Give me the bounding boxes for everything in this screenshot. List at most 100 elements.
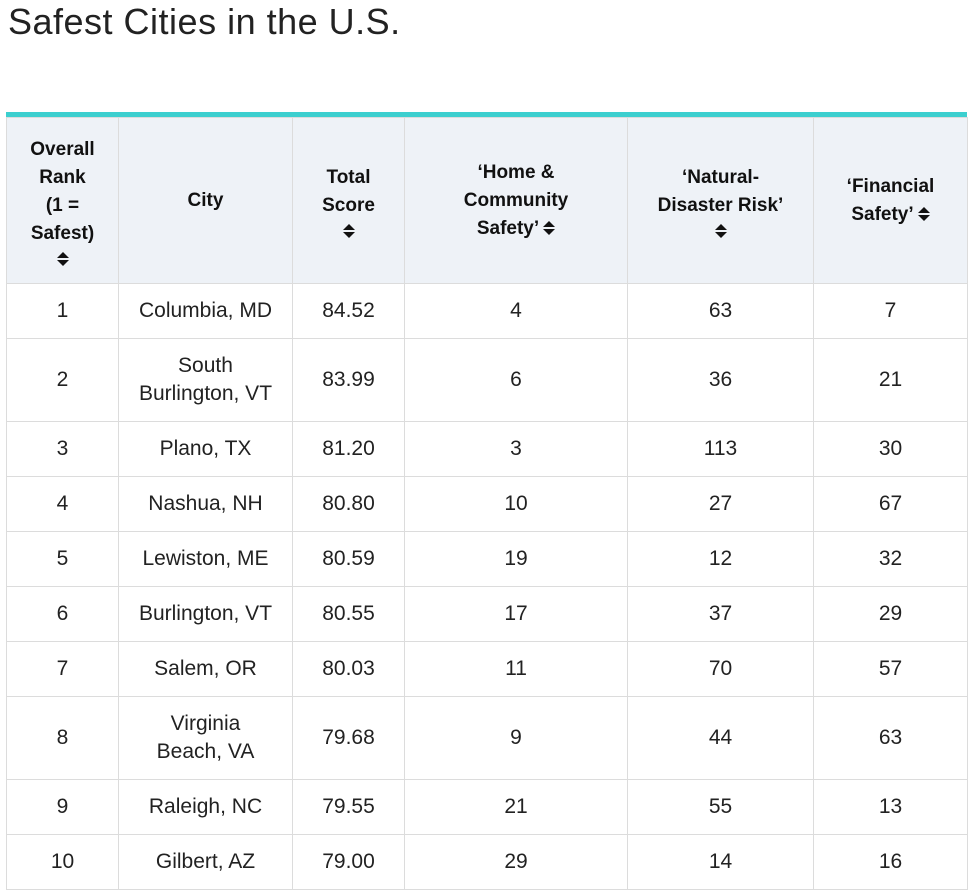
sort-up-down-icon[interactable]: [714, 223, 727, 238]
cell-natural-disaster-risk: 44: [627, 696, 814, 780]
table-row: 3 Plano, TX 81.20 3 113 30: [6, 421, 968, 477]
cell-home-community-safety: 17: [404, 586, 628, 642]
cell-home-community-safety: 9: [404, 696, 628, 780]
cell-rank: 1: [6, 283, 119, 339]
header-natural-disaster-risk[interactable]: ‘Natural- Disaster Risk’: [627, 117, 814, 284]
cell-city: Virginia Beach, VA: [118, 696, 293, 780]
cell-financial-safety: 57: [813, 641, 968, 697]
cell-rank: 9: [6, 779, 119, 835]
text-line: ‘Financial: [846, 175, 935, 197]
table-row: 2 South Burlington, VT 83.99 6 36 21: [6, 338, 968, 422]
table-row: 7 Salem, OR 80.03 11 70 57: [6, 641, 968, 697]
cell-total-score: 80.59: [292, 531, 405, 587]
cell-city: Plano, TX: [118, 421, 293, 477]
cell-financial-safety: 13: [813, 779, 968, 835]
cell-natural-disaster-risk: 14: [627, 834, 814, 890]
cell-total-score: 80.80: [292, 476, 405, 532]
sort-up-down-icon[interactable]: [56, 251, 69, 266]
cell-home-community-safety: 6: [404, 338, 628, 422]
text-line: Safest): [30, 222, 95, 244]
sort-up-down-icon[interactable]: [917, 207, 930, 222]
table-row: 5 Lewiston, ME 80.59 19 12 32: [6, 531, 968, 587]
cell-natural-disaster-risk: 55: [627, 779, 814, 835]
cell-financial-safety: 21: [813, 338, 968, 422]
cell-natural-disaster-risk: 27: [627, 476, 814, 532]
text-line: Safety’: [476, 217, 540, 239]
text-line: ‘Home &: [477, 161, 555, 183]
cell-home-community-safety: 19: [404, 531, 628, 587]
cell-rank: 5: [6, 531, 119, 587]
text-line: Beach, VA: [156, 740, 255, 763]
text-line: ‘Natural-: [681, 166, 760, 188]
cell-city: Salem, OR: [118, 641, 293, 697]
cell-total-score: 81.20: [292, 421, 405, 477]
text-line: Total: [326, 166, 371, 188]
cell-total-score: 84.52: [292, 283, 405, 339]
cell-home-community-safety: 4: [404, 283, 628, 339]
table-row: 6 Burlington, VT 80.55 17 37 29: [6, 586, 968, 642]
text-line: Rank: [39, 166, 86, 188]
text-line: Columbia, MD: [138, 299, 273, 322]
cell-natural-disaster-risk: 63: [627, 283, 814, 339]
cell-total-score: 79.68: [292, 696, 405, 780]
page-title: Safest Cities in the U.S.: [8, 1, 401, 42]
cell-natural-disaster-risk: 12: [627, 531, 814, 587]
text-line: Lewiston, ME: [142, 547, 269, 570]
table-accent-bar: [6, 112, 967, 117]
cell-financial-safety: 32: [813, 531, 968, 587]
cell-total-score: 80.03: [292, 641, 405, 697]
text-line: Virginia: [170, 712, 241, 735]
text-line: Score: [322, 194, 375, 216]
table-row: 8 Virginia Beach, VA 79.68 9 44 63: [6, 696, 968, 780]
cell-city: Gilbert, AZ: [118, 834, 293, 890]
cell-total-score: 83.99: [292, 338, 405, 422]
cell-home-community-safety: 29: [404, 834, 628, 890]
cell-city: Raleigh, NC: [118, 779, 293, 835]
table-row: 4 Nashua, NH 80.80 10 27 67: [6, 476, 968, 532]
table-row: 9 Raleigh, NC 79.55 21 55 13: [6, 779, 968, 835]
text-line: South: [178, 354, 233, 377]
text-line: Community: [463, 189, 569, 211]
text-line: Burlington, VT: [138, 602, 273, 625]
cell-financial-safety: 16: [813, 834, 968, 890]
header-overall-rank[interactable]: Overall Rank (1 = Safest): [6, 117, 119, 284]
header-financial-safety[interactable]: ‘Financial Safety’: [813, 117, 968, 284]
cell-rank: 8: [6, 696, 119, 780]
text-line: Gilbert, AZ: [155, 850, 256, 873]
table-row: 10 Gilbert, AZ 79.00 29 14 16: [6, 834, 968, 890]
header-total-score[interactable]: Total Score: [292, 117, 405, 284]
cell-home-community-safety: 3: [404, 421, 628, 477]
cell-rank: 7: [6, 641, 119, 697]
text-line: Burlington, VT: [138, 382, 273, 405]
cell-financial-safety: 30: [813, 421, 968, 477]
table-row: 1 Columbia, MD 84.52 4 63 7: [6, 283, 968, 339]
text-line: Safety’: [851, 203, 914, 225]
sort-up-down-icon[interactable]: [342, 223, 355, 238]
cell-financial-safety: 67: [813, 476, 968, 532]
header-city: City: [118, 117, 293, 284]
cell-rank: 4: [6, 476, 119, 532]
cell-home-community-safety: 10: [404, 476, 628, 532]
cell-city: Nashua, NH: [118, 476, 293, 532]
cell-home-community-safety: 21: [404, 779, 628, 835]
cell-total-score: 79.00: [292, 834, 405, 890]
cell-city: Columbia, MD: [118, 283, 293, 339]
cell-financial-safety: 7: [813, 283, 968, 339]
text-line: Salem, OR: [154, 657, 257, 680]
cell-financial-safety: 29: [813, 586, 968, 642]
sort-up-down-icon[interactable]: [543, 221, 556, 236]
safest-cities-table: Overall Rank (1 = Safest) City Total Score ‘Hom…: [6, 117, 968, 890]
text-line: City: [187, 189, 224, 211]
cell-financial-safety: 63: [813, 696, 968, 780]
cell-natural-disaster-risk: 113: [627, 421, 814, 477]
cell-natural-disaster-risk: 70: [627, 641, 814, 697]
cell-home-community-safety: 11: [404, 641, 628, 697]
table-header-row: Overall Rank (1 = Safest) City Total Score ‘Hom…: [6, 117, 968, 284]
cell-natural-disaster-risk: 36: [627, 338, 814, 422]
safest-cities-table-container: Overall Rank (1 = Safest) City Total Score ‘Hom…: [6, 112, 968, 890]
cell-natural-disaster-risk: 37: [627, 586, 814, 642]
cell-rank: 6: [6, 586, 119, 642]
text-line: (1 =: [45, 194, 80, 216]
header-home-community-safety[interactable]: ‘Home & Community Safety’: [404, 117, 628, 284]
text-line: Plano, TX: [159, 437, 252, 460]
